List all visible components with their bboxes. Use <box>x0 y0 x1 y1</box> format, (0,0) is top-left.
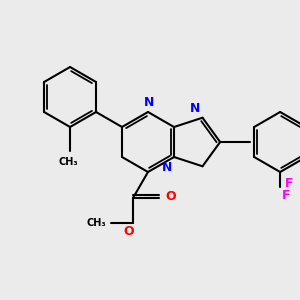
Text: F: F <box>285 177 294 190</box>
Text: N: N <box>144 96 154 109</box>
Text: F: F <box>282 189 291 202</box>
Text: N: N <box>190 102 200 115</box>
Text: CH₃: CH₃ <box>87 218 106 229</box>
Text: O: O <box>166 190 176 203</box>
Text: O: O <box>123 226 134 238</box>
Text: N: N <box>162 161 172 174</box>
Text: CH₃: CH₃ <box>58 157 78 167</box>
